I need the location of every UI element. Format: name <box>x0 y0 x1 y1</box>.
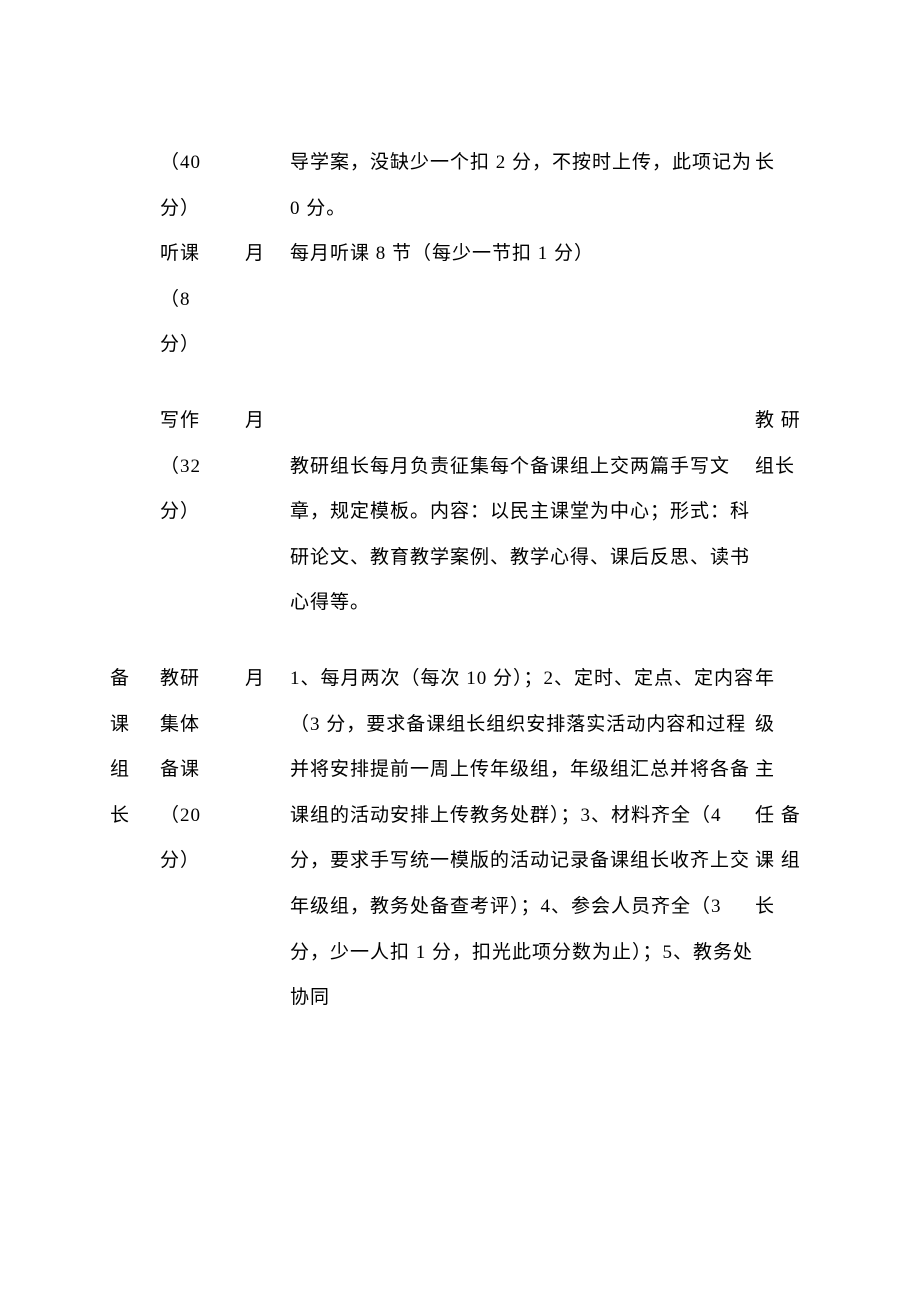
cell-text: 课 组 <box>755 838 810 884</box>
cell-text: （40 <box>160 140 245 186</box>
cell-role <box>110 231 160 368</box>
cell-responsible: 长 <box>755 140 810 231</box>
cell-period: 月 <box>245 656 290 1021</box>
cell-role <box>110 140 160 231</box>
cell-text: 分） <box>160 489 245 535</box>
cell-text: 年 <box>755 656 810 702</box>
cell-text: 级 <box>755 702 810 748</box>
cell-text: 听课 <box>160 231 245 277</box>
cell-text: 课 <box>110 702 160 748</box>
cell-text: 任 备 <box>755 793 810 839</box>
cell-text: 分） <box>160 186 245 232</box>
cell-text: 教 研 <box>755 398 810 444</box>
cell-description: 教研组长每月负责征集每个备课组上交两篇手写文章，规定模板。内容：以民主课堂为中心… <box>290 398 755 626</box>
table-row: 听课 （8 分） 月 每月听课 8 节（每少一节扣 1 分） <box>110 231 810 368</box>
cell-period: 月 <box>245 231 290 368</box>
cell-text: 组 <box>110 747 160 793</box>
cell-item: 写作 （32 分） <box>160 398 245 626</box>
cell-text: 备课 <box>160 747 245 793</box>
cell-text: 长 <box>755 884 810 930</box>
table-row: 备 课 组 长 教研 集体 备课 （20 分） 月 1、每月两次（每次 10 分… <box>110 656 810 1021</box>
table-row: （40 分） 导学案，没缺少一个扣 2 分，不按时上传，此项记为 0 分。 长 <box>110 140 810 231</box>
cell-responsible: 年 级 主 任 备 课 组 长 <box>755 656 810 1021</box>
cell-responsible: 教 研 组长 <box>755 398 810 626</box>
cell-text: 教研 <box>160 656 245 702</box>
cell-description: 导学案，没缺少一个扣 2 分，不按时上传，此项记为 0 分。 <box>290 140 755 231</box>
cell-item: （40 分） <box>160 140 245 231</box>
cell-responsible <box>755 231 810 368</box>
cell-text: 备 <box>110 656 160 702</box>
cell-text: 集体 <box>160 702 245 748</box>
cell-role: 备 课 组 长 <box>110 656 160 1021</box>
cell-item: 听课 （8 分） <box>160 231 245 368</box>
cell-text: 分） <box>160 838 245 884</box>
cell-description: 每月听课 8 节（每少一节扣 1 分） <box>290 231 755 368</box>
document-page: （40 分） 导学案，没缺少一个扣 2 分，不按时上传，此项记为 0 分。 长 … <box>0 0 920 1101</box>
cell-period <box>245 140 290 231</box>
cell-period: 月 <box>245 398 290 626</box>
cell-item: 教研 集体 备课 （20 分） <box>160 656 245 1021</box>
cell-text: 组长 <box>755 444 810 490</box>
table-row: 写作 （32 分） 月 教研组长每月负责征集每个备课组上交两篇手写文章，规定模板… <box>110 398 810 626</box>
cell-text: 教研组长每月负责征集每个备课组上交两篇手写文章，规定模板。内容：以民主课堂为中心… <box>290 456 750 614</box>
cell-description: 1、每月两次（每次 10 分）；2、定时、定点、定内容（3 分，要求备课组长组织… <box>290 656 755 1021</box>
cell-text: 分） <box>160 322 245 368</box>
cell-text: （32 <box>160 444 245 490</box>
cell-text: 长 <box>110 793 160 839</box>
cell-role <box>110 398 160 626</box>
cell-text: 写作 <box>160 398 245 444</box>
cell-text: 主 <box>755 747 810 793</box>
cell-text: （8 <box>160 277 245 323</box>
cell-text: （20 <box>160 793 245 839</box>
evaluation-table: （40 分） 导学案，没缺少一个扣 2 分，不按时上传，此项记为 0 分。 长 … <box>110 140 810 1021</box>
